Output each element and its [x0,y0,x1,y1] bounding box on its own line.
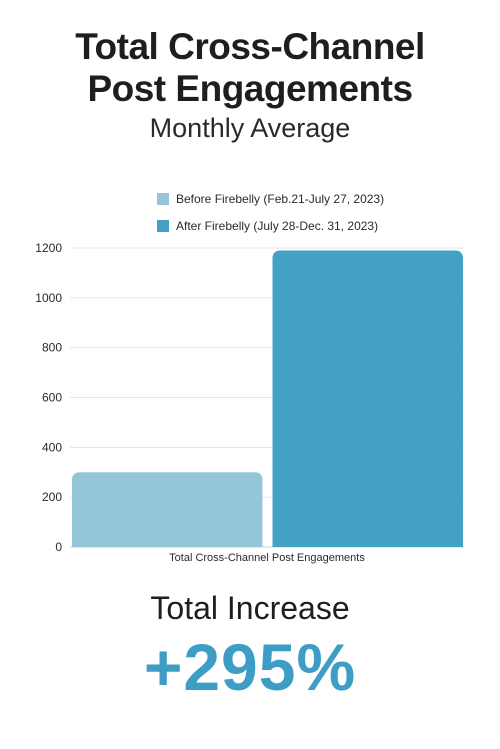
legend-swatch-before [157,193,169,205]
title-line-2: Post Engagements [87,68,413,109]
y-tick-label-600: 600 [42,391,62,405]
legend-label-after: After Firebelly (July 28-Dec. 31, 2023) [176,219,379,233]
bar-before [72,472,263,547]
y-tick-label-0: 0 [55,540,62,554]
bar-chart: 0 200 400 600 800 1000 1200 Total Cross-Channel… [35,241,464,564]
y-tick-label-1000: 1000 [35,291,62,305]
legend-item-after: After Firebelly (July 28-Dec. 31, 2023) [157,219,384,233]
y-tick-label-1200: 1200 [35,241,62,255]
bar-after [272,250,463,547]
total-increase-label: Total Increase [150,590,350,626]
legend-label-before: Before Firebelly (Feb.21-July 27, 2023) [176,192,385,206]
y-tick-label-400: 400 [42,440,62,454]
chart-title: Total Cross-Channel Post Engagements [0,26,500,110]
total-increase-value: +295% [143,630,357,704]
legend: Before Firebelly (Feb.21-July 27, 2023) … [157,192,384,246]
legend-item-before: Before Firebelly (Feb.21-July 27, 2023) [157,192,384,206]
title-line-1: Total Cross-Channel [75,26,425,67]
y-tick-label-800: 800 [42,341,62,355]
chart-subtitle: Monthly Average [149,113,351,143]
legend-swatch-after [157,220,169,232]
y-tick-label-200: 200 [42,490,62,504]
x-category-label: Total Cross-Channel Post Engagements [169,552,365,564]
